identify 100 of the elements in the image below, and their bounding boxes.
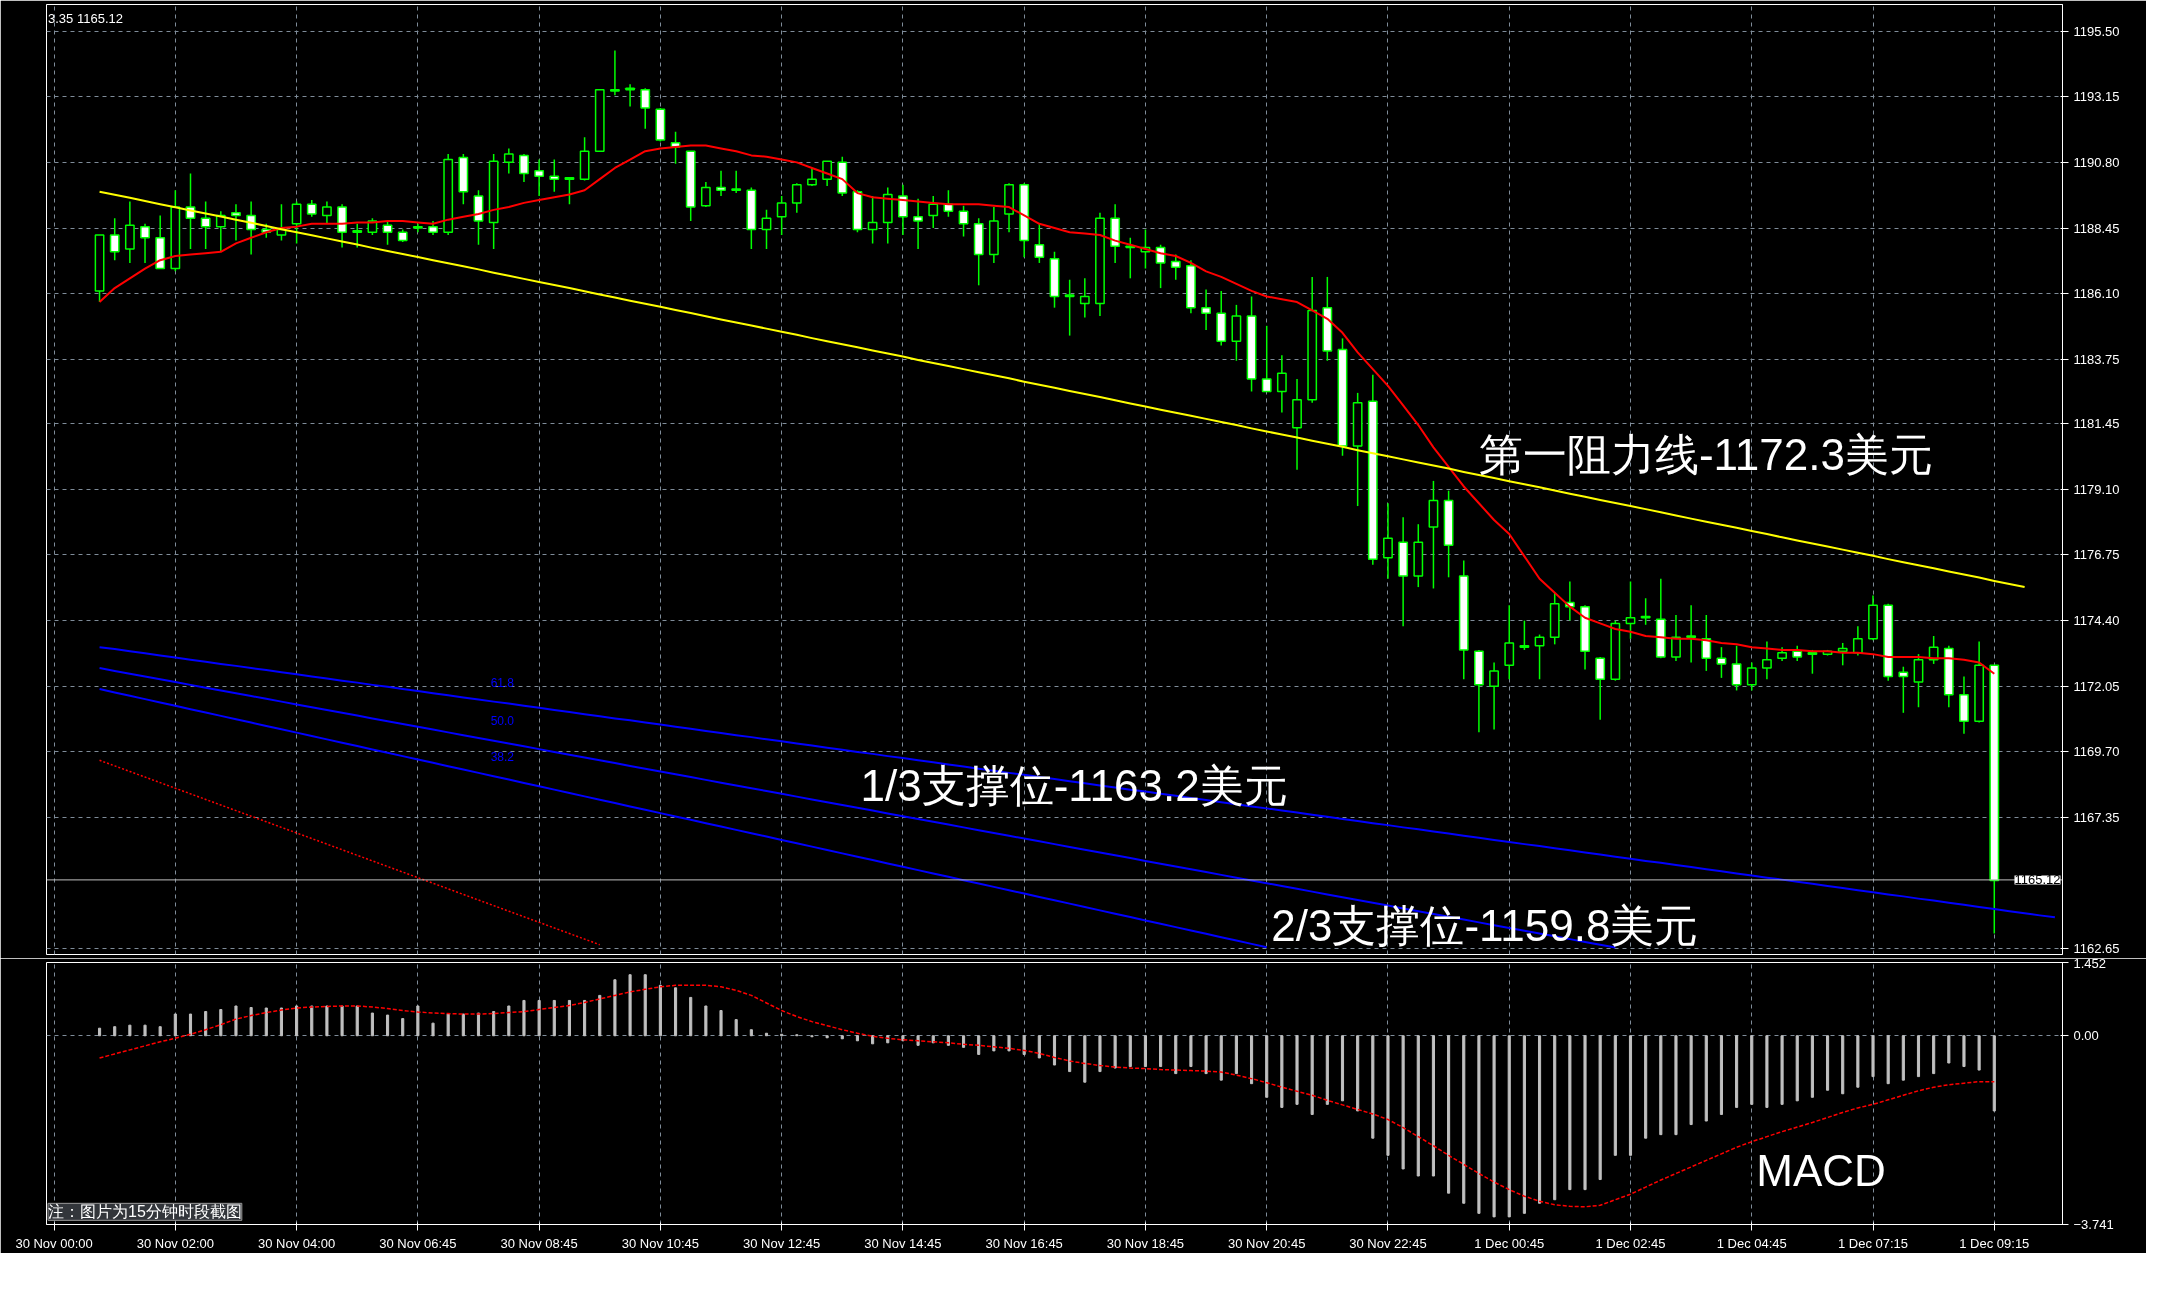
candlestick — [1519, 619, 1530, 651]
bar — [1689, 1035, 1693, 1126]
candlestick — [534, 158, 545, 197]
candlestick — [807, 167, 817, 187]
candlestick — [1064, 278, 1075, 337]
y-tick-label: 1169.70 — [2073, 744, 2120, 760]
candlestick — [1746, 661, 1757, 692]
bar — [1189, 1035, 1193, 1068]
bar — [1159, 1035, 1163, 1068]
candlestick — [549, 158, 560, 193]
bar — [401, 1018, 405, 1037]
bar — [325, 1005, 329, 1037]
annotation: 3.35 1165.12 — [48, 10, 123, 26]
bar — [1310, 1035, 1314, 1115]
candlestick — [1595, 656, 1606, 721]
x-tick-label: 1 Dec 04:45 — [1716, 1235, 1787, 1251]
bar — [658, 984, 662, 1037]
ref-line-label: 1165.12 — [2014, 872, 2061, 888]
candlestick — [1534, 633, 1545, 681]
candlestick — [867, 195, 878, 245]
candlestick — [1898, 665, 1909, 714]
candlestick — [140, 223, 150, 264]
x-tick-label: 1 Dec 02:45 — [1595, 1235, 1666, 1251]
bar — [1340, 1035, 1345, 1102]
bar — [219, 1009, 223, 1037]
y-tick-label: 1172.05 — [2073, 678, 2120, 694]
bar — [1825, 1035, 1830, 1091]
bar — [1356, 1035, 1360, 1112]
bar — [158, 1026, 162, 1037]
bar — [567, 999, 572, 1037]
x-tick-label: 30 Nov 14:45 — [864, 1235, 942, 1251]
bar — [1098, 1035, 1102, 1073]
candlestick — [1686, 604, 1697, 664]
y-tick-label: 1162.65 — [2073, 941, 2120, 957]
bar — [1735, 1035, 1739, 1108]
bar — [1856, 1035, 1860, 1088]
bar — [1416, 1035, 1420, 1177]
bar — [1644, 1035, 1648, 1139]
bar — [1386, 1035, 1390, 1156]
bar — [1537, 1035, 1542, 1204]
annotation: 注：图片为15分钟时段截图 — [48, 1203, 242, 1221]
bar — [431, 1022, 435, 1037]
bar — [1947, 1035, 1951, 1064]
bar — [1007, 1035, 1011, 1052]
bar — [476, 1012, 481, 1037]
candlestick — [1383, 502, 1393, 580]
candlestick — [519, 153, 529, 183]
bar — [1598, 1035, 1602, 1181]
bar — [1962, 1035, 1966, 1068]
bar — [492, 1011, 496, 1037]
candlestick — [1852, 625, 1863, 657]
line-series — [98, 190, 2026, 589]
x-tick-label: 30 Nov 08:45 — [500, 1235, 578, 1251]
bar — [1371, 1035, 1375, 1139]
x-tick-label: 30 Nov 10:45 — [621, 1235, 700, 1251]
candlestick — [231, 203, 241, 242]
bar — [598, 994, 602, 1037]
y-tick-label: 1176.75 — [2073, 547, 2120, 563]
bar — [97, 1027, 102, 1037]
candlestick — [382, 220, 393, 246]
bar — [1522, 1035, 1526, 1214]
candlestick — [1489, 661, 1499, 731]
candlestick — [1731, 645, 1742, 692]
bar — [1249, 1035, 1254, 1085]
annotation: 50.0 — [490, 714, 515, 729]
bar — [370, 1012, 374, 1037]
bar — [719, 1010, 723, 1037]
x-tick-label: 30 Nov 18:45 — [1106, 1235, 1185, 1251]
bar — [1280, 1035, 1284, 1108]
bar — [1780, 1035, 1784, 1105]
bar — [764, 1032, 769, 1037]
bar — [1174, 1035, 1178, 1075]
bar — [1932, 1035, 1936, 1075]
bar — [1568, 1035, 1572, 1191]
y-tick-label: 1195.50 — [2073, 23, 2120, 39]
x-tick-label: 1 Dec 00:45 — [1474, 1235, 1545, 1251]
y-tick-label: 1174.40 — [2073, 613, 2120, 629]
bar — [1583, 1035, 1587, 1191]
candlestick — [564, 176, 575, 206]
bar — [279, 1007, 284, 1037]
bar — [1477, 1035, 1481, 1214]
bar — [1901, 1035, 1905, 1081]
bar — [825, 1035, 829, 1039]
candlestick — [1762, 640, 1772, 681]
bar — [643, 974, 647, 1037]
y-tick-label: 1193.15 — [2073, 89, 2120, 105]
bar — [1052, 1035, 1057, 1066]
candlestick — [503, 147, 514, 175]
bar — [749, 1029, 753, 1037]
bar — [173, 1013, 177, 1037]
bar — [689, 996, 693, 1037]
bar — [977, 1035, 981, 1055]
bar — [1765, 1035, 1769, 1108]
y-tick-label: −3.741 — [2073, 1217, 2114, 1232]
candlestick — [716, 170, 726, 197]
candlestick — [109, 217, 120, 261]
x-tick-label: 30 Nov 12:45 — [742, 1235, 821, 1251]
candlestick — [822, 160, 833, 187]
bar — [552, 999, 556, 1037]
annotation: MACD — [1756, 1146, 1886, 1196]
